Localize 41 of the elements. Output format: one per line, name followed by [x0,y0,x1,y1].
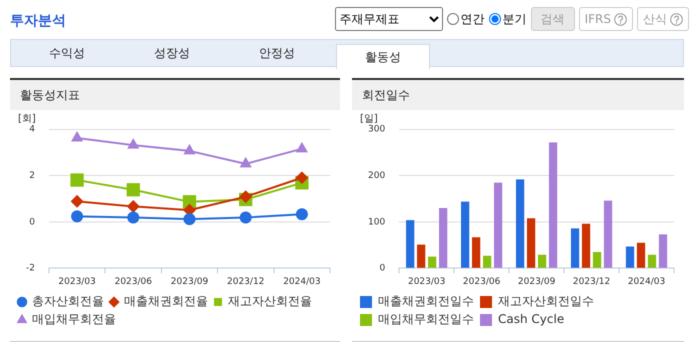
legend-label: 매입채무회전율 [32,312,116,326]
x-tick-label: 2023/12 [572,276,610,287]
text: 활동성 [336,44,430,69]
text: 투자분석 [10,12,66,30]
x-tick-label: 2023/06 [462,276,501,287]
y-tick-label: 300 [368,124,386,135]
y-tick-label: 100 [368,217,386,228]
text: 산식 [643,10,667,28]
text: 연간 [460,10,485,28]
x-tick-label: 2024/03 [283,276,321,287]
text: 성장성 [153,45,191,62]
text: 검색 [540,10,565,28]
x-tick-label: 2023/06 [114,276,152,287]
y-tick-label: 4 [29,124,36,135]
chart-title: 활동성지표 [10,80,340,110]
text: 분기 [502,10,527,28]
legend-label: 매출채권회전율 [124,294,208,308]
text: 주재무제표 [334,7,443,31]
y-tick-label: 0 [379,264,386,274]
text: IFRS [584,12,611,26]
y-tick-label: 0 [29,217,36,228]
y-axis-title: [회] [18,114,36,125]
x-tick-label: 2023/03 [408,276,446,287]
legend-label: Cash Cycle [498,312,564,326]
x-tick-label: 2023/03 [58,276,96,287]
y-tick-label: -2 [26,264,35,274]
legend-label: 매출채권회전일수 [378,294,474,308]
x-tick-label: 2023/09 [170,276,208,287]
chart-title: 회전일수 [352,80,684,110]
x-tick-label: 2023/09 [518,276,556,287]
x-tick-label: 2023/12 [226,276,264,287]
legend-label: 매입채무회전일수 [378,312,474,326]
y-tick-label: 2 [29,171,35,182]
y-tick-label: 200 [368,171,386,182]
legend-label: 재고자산회전율 [228,294,312,308]
y-axis-title: [일] [360,114,378,125]
text: 안정성 [258,45,296,62]
x-tick-label: 2024/03 [628,276,666,287]
legend-label: 총자산회전율 [32,294,104,308]
text: 수익성 [48,45,86,62]
legend-label: 재고자산회전일수 [498,294,594,308]
